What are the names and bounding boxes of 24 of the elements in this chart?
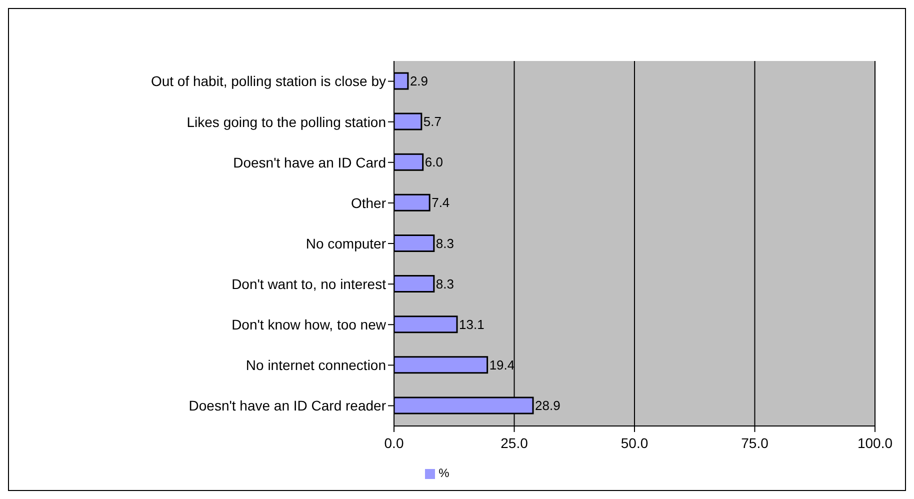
y-tick-label: Out of habit, polling station is close by (150, 73, 386, 90)
x-tick-label: 50.0 (620, 434, 648, 451)
y-tick-label: Doesn't have an ID Card (233, 154, 386, 170)
data-label: 8.3 (436, 236, 454, 251)
x-tick-label: 100.0 (857, 434, 893, 451)
data-label: 28.9 (535, 398, 560, 413)
x-tick-label: 75.0 (741, 434, 769, 451)
data-label: 5.7 (423, 114, 442, 130)
y-tick-label: No computer (306, 235, 386, 252)
y-tick-label: Likes going to the polling station (186, 114, 386, 130)
data-label: 19.4 (489, 357, 515, 372)
legend-label: % (438, 466, 450, 480)
x-tick-label: 25.0 (500, 434, 528, 451)
data-label: 2.9 (410, 74, 428, 89)
y-tick-label: Don't want to, no interest (232, 276, 386, 292)
y-tick-label: No internet connection (246, 357, 386, 374)
y-tick-label: Don't know how, too new (232, 316, 387, 333)
x-tick-label: 0.0 (384, 434, 404, 451)
data-label: 6.0 (424, 154, 443, 170)
y-tick-label: Doesn't have an ID Card reader (188, 398, 386, 414)
data-label: 8.3 (436, 276, 454, 292)
data-label: 7.4 (432, 195, 450, 210)
y-tick-label: Other (350, 194, 386, 211)
data-label: 13.1 (459, 316, 484, 332)
